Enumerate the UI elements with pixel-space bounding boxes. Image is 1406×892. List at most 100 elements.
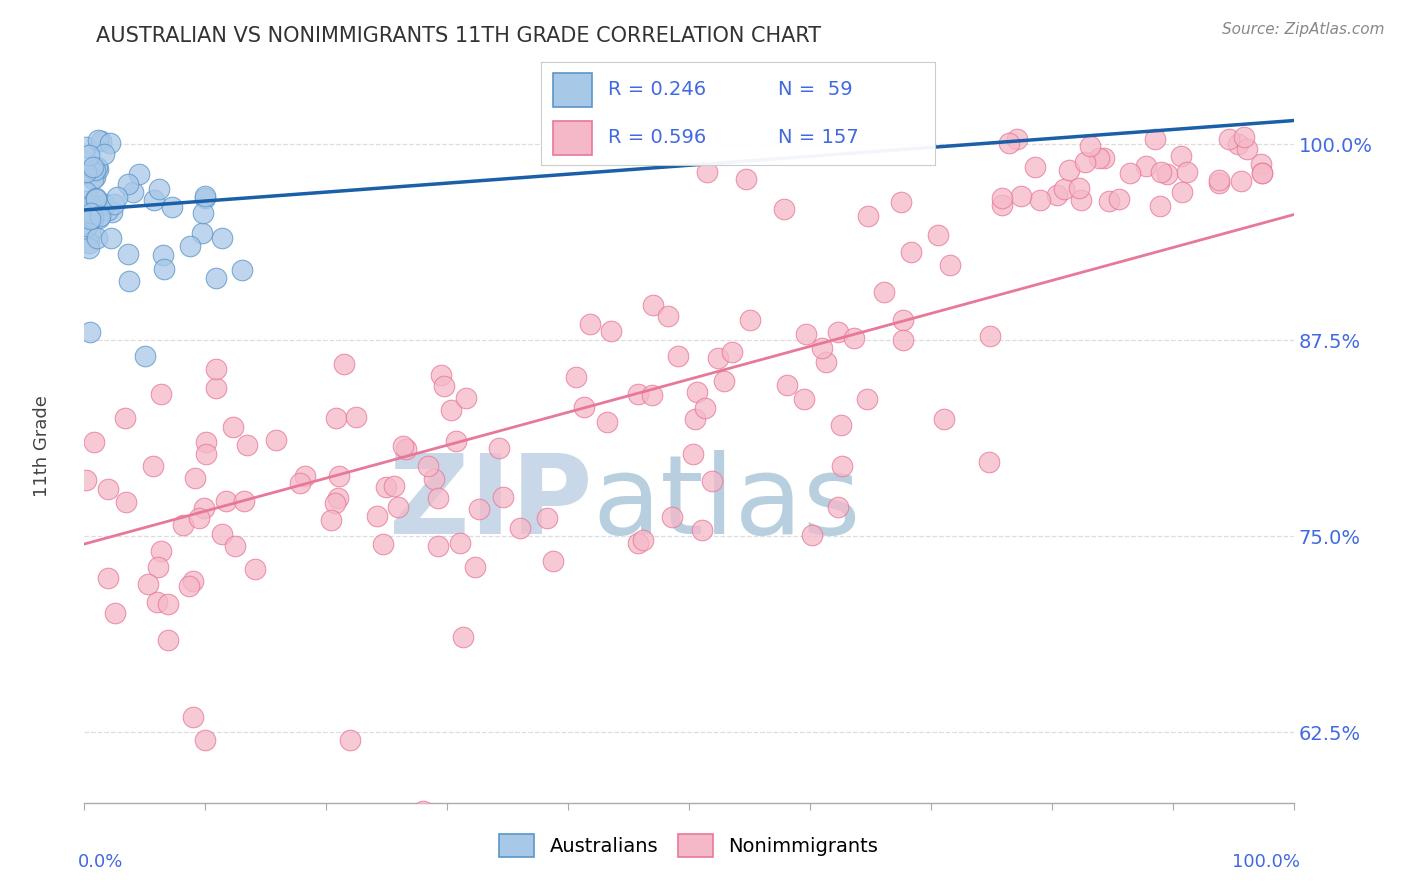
Point <box>1170 148 1192 162</box>
Point <box>344 410 367 425</box>
Point <box>87 162 110 177</box>
Text: ZIP: ZIP <box>389 450 592 557</box>
Point <box>440 403 463 417</box>
Point <box>695 401 717 416</box>
Text: 100.0%: 100.0% <box>1232 853 1299 871</box>
Point <box>104 607 127 621</box>
Point <box>873 285 896 299</box>
Point <box>194 189 217 203</box>
Point <box>231 262 253 277</box>
Point <box>509 521 531 535</box>
Point <box>891 312 914 326</box>
Point <box>492 490 515 504</box>
Point <box>77 235 100 250</box>
Point <box>1080 138 1102 153</box>
Point <box>685 412 707 426</box>
Point <box>100 231 122 245</box>
Point <box>682 447 704 461</box>
Text: R = 0.596: R = 0.596 <box>609 128 706 147</box>
Point <box>83 434 105 449</box>
Point <box>288 475 311 490</box>
Point <box>1024 160 1046 174</box>
Legend: Australians, Nonimmigrants: Australians, Nonimmigrants <box>492 826 886 864</box>
Point <box>90 135 112 149</box>
Point <box>1053 182 1076 196</box>
Text: R = 0.246: R = 0.246 <box>609 80 706 99</box>
Point <box>572 400 595 414</box>
Point <box>641 387 664 401</box>
Text: N = 157: N = 157 <box>778 128 858 147</box>
Point <box>392 439 415 453</box>
Point <box>211 231 233 245</box>
Point <box>146 594 169 608</box>
Point <box>82 211 104 225</box>
Point <box>657 310 679 324</box>
Point <box>205 381 228 395</box>
Point <box>86 198 108 212</box>
Point <box>205 270 228 285</box>
Point <box>827 500 849 514</box>
Point <box>1208 173 1230 187</box>
Point <box>997 136 1019 150</box>
Text: atlas: atlas <box>592 450 860 557</box>
Bar <box>553 121 592 155</box>
Point <box>666 349 689 363</box>
Point <box>193 501 215 516</box>
Point <box>89 209 111 223</box>
Text: AUSTRALIAN VS NONIMMIGRANTS 11TH GRADE CORRELATION CHART: AUSTRALIAN VS NONIMMIGRANTS 11TH GRADE C… <box>97 27 821 46</box>
Point <box>115 495 138 509</box>
Point <box>1059 163 1081 178</box>
Point <box>395 442 418 457</box>
Point <box>934 412 956 426</box>
Point <box>142 459 165 474</box>
Point <box>661 510 683 524</box>
Bar <box>553 73 592 106</box>
Point <box>690 524 713 538</box>
Point <box>1092 152 1115 166</box>
Point <box>1149 199 1171 213</box>
Point <box>195 434 218 449</box>
Point <box>858 210 880 224</box>
Point <box>696 165 718 179</box>
Point <box>1144 132 1167 146</box>
Point <box>366 508 388 523</box>
Point <box>117 177 139 191</box>
Point <box>156 597 179 611</box>
Point <box>105 190 128 204</box>
Point <box>1067 180 1090 194</box>
Text: 0.0%: 0.0% <box>79 853 124 871</box>
Point <box>773 202 796 217</box>
Point <box>423 472 446 486</box>
Point <box>979 455 1001 469</box>
Point <box>79 226 101 240</box>
Point <box>713 375 735 389</box>
Point <box>205 362 228 376</box>
Point <box>541 554 564 568</box>
Point <box>468 502 491 516</box>
Point <box>77 241 100 255</box>
Point <box>444 434 467 449</box>
Point <box>75 194 97 208</box>
Point <box>991 198 1014 212</box>
Point <box>84 193 107 207</box>
Point <box>426 491 449 505</box>
Point <box>323 496 346 510</box>
Point <box>339 733 361 747</box>
Point <box>128 167 150 181</box>
Point <box>627 536 650 550</box>
Point <box>1170 186 1192 200</box>
Point <box>215 494 238 508</box>
Point <box>97 203 120 218</box>
Point <box>382 479 405 493</box>
Point <box>794 327 817 342</box>
Point <box>1087 151 1109 165</box>
Point <box>160 200 183 214</box>
Point <box>451 630 474 644</box>
Point <box>700 474 723 488</box>
Point <box>599 324 621 338</box>
Point <box>183 471 205 485</box>
Point <box>181 709 204 723</box>
Point <box>1108 192 1130 206</box>
Point <box>134 349 156 363</box>
Text: Source: ZipAtlas.com: Source: ZipAtlas.com <box>1222 22 1385 37</box>
